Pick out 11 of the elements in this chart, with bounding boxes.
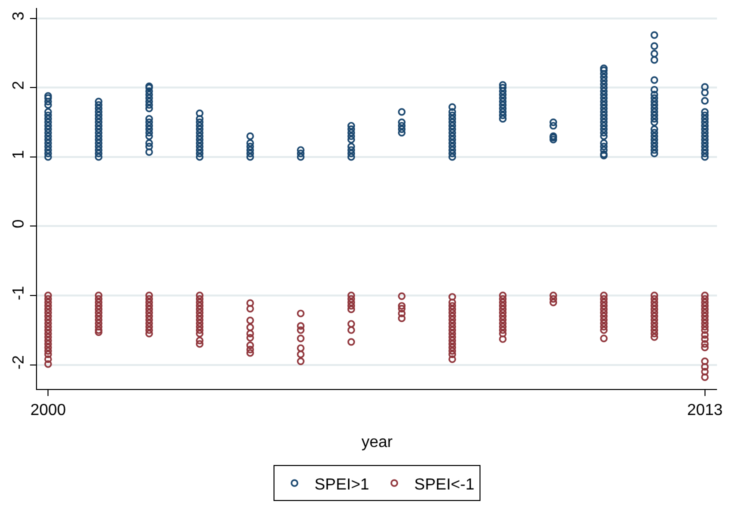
x-tick-label: 2000 [30,402,66,420]
y-tick-label: 1 [10,150,28,159]
x-tick-label: 2013 [687,402,723,420]
legend-label: SPEI<-1 [414,476,474,494]
legend-label: SPEI>1 [314,476,370,494]
x-axis-title: year [361,434,394,451]
y-tick-label: 3 [10,11,28,20]
y-tick-label: 0 [10,219,28,228]
y-tick-label: 2 [10,80,28,90]
y-tick-label: -1 [10,286,28,300]
y-tick-label: -2 [10,355,28,370]
